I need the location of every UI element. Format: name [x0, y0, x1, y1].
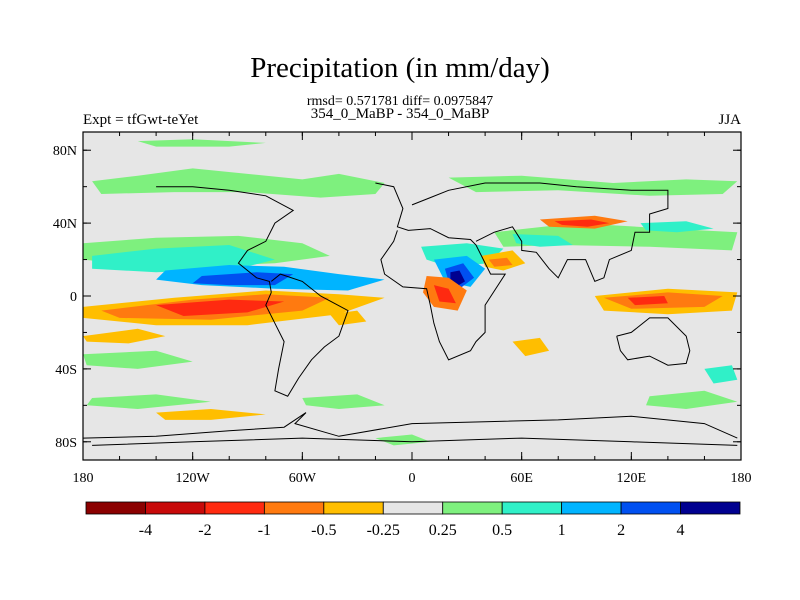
contour-region-31 [302, 394, 385, 409]
colorbar-label-2: -1 [258, 522, 271, 539]
colorbar-swatch-9 [620, 501, 681, 515]
y-tick-label-4: 80S [55, 436, 77, 451]
contour-region-33 [704, 365, 738, 384]
colorbar: -4 -2 -1 -0.5 -0.25 0.25 0.5 1 2 4 [85, 501, 741, 539]
y-tick-label-2: 0 [70, 290, 77, 305]
axes: 180 120W 60W 0 60E 120E 180 80N 40N 0 40S 80S [53, 131, 752, 486]
coastline-3 [411, 182, 669, 283]
colorbar-swatch-2 [204, 501, 265, 515]
contour-region-9 [554, 219, 610, 227]
contour-region-24 [329, 310, 367, 326]
coastline-5 [83, 412, 738, 439]
colorbar-label-7: 1 [558, 522, 566, 539]
coastline-2 [375, 182, 507, 361]
colorbar-swatch-0 [85, 501, 146, 515]
colorbar-swatch-7 [501, 501, 563, 515]
contour-region-28 [156, 409, 266, 420]
experiment-label: Expt = tfGwt-teYet [83, 112, 199, 128]
contour-region-32 [375, 434, 431, 446]
contour-region-10 [512, 234, 573, 247]
x-tick-label-1: 120W [176, 471, 211, 486]
colorbar-swatch-8 [561, 501, 622, 515]
contour-region-19 [488, 257, 513, 267]
coastline-1 [265, 273, 349, 397]
contour-region-29 [512, 337, 550, 357]
x-tick-label-5: 120E [617, 471, 647, 486]
colorbar-swatch-5 [382, 501, 444, 515]
y-tick-label-0: 80N [53, 144, 77, 159]
contour-region-22 [156, 299, 285, 316]
y-tick-label-3: 40S [55, 363, 77, 378]
contour-region-34 [86, 394, 211, 409]
chart-title: Precipitation (in mm/day) [250, 52, 550, 84]
x-tick-label-6: 180 [731, 471, 752, 486]
colorbar-label-9: 4 [677, 522, 685, 539]
contour-region-35 [646, 390, 738, 409]
colorbar-label-1: -2 [198, 522, 211, 539]
x-tick-label-3: 0 [409, 471, 416, 486]
chart-subtitle: 354_0_MaBP - 354_0_MaBP [310, 106, 490, 122]
plot-area [83, 132, 741, 460]
colorbar-swatch-1 [145, 501, 206, 515]
coastline-4 [616, 317, 691, 366]
colorbar-swatch-6 [442, 501, 503, 515]
contour-region-0 [92, 168, 385, 198]
season-label: JJA [718, 112, 741, 128]
contour-fill-group [83, 132, 741, 460]
colorbar-swatch-4 [323, 501, 384, 515]
colorbar-label-4: -0.25 [367, 522, 400, 539]
contour-region-27 [627, 296, 668, 306]
colorbar-label-8: 2 [617, 522, 625, 539]
coastline-0 [156, 186, 295, 293]
colorbar-swatch-3 [263, 501, 325, 515]
contour-region-30 [83, 350, 193, 369]
x-tick-label-4: 60E [510, 471, 533, 486]
contour-region-6 [192, 272, 294, 286]
contour-region-1 [137, 139, 266, 147]
contour-region-17 [433, 285, 456, 304]
colorbar-label-3: -0.5 [311, 522, 336, 539]
colorbar-label-0: -4 [139, 522, 152, 539]
contour-region-11 [640, 221, 714, 233]
colorbar-label-5: 0.25 [429, 522, 457, 539]
y-tick-label-1: 40N [53, 217, 77, 232]
colorbar-swatch-10 [680, 501, 741, 515]
x-tick-label-0: 180 [73, 471, 94, 486]
x-tick-label-2: 60W [289, 471, 317, 486]
colorbar-label-6: 0.5 [492, 522, 512, 539]
coastline-6 [92, 437, 738, 446]
stats-line: rmsd= 0.571781 diff= 0.0975847 [306, 94, 494, 109]
contour-region-23 [83, 328, 166, 344]
